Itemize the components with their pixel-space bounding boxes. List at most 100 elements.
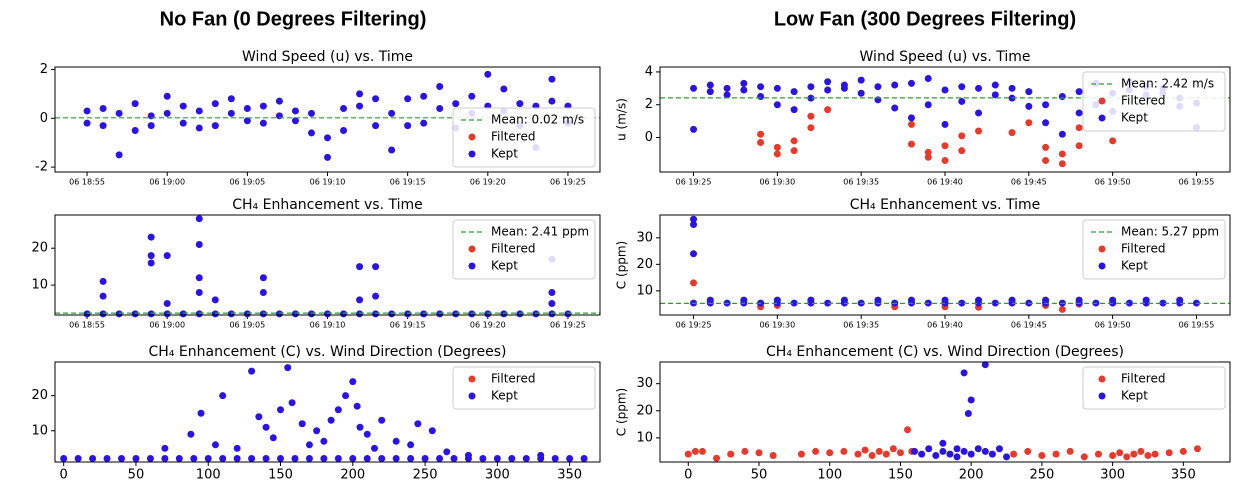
point bbox=[233, 444, 241, 452]
point bbox=[861, 446, 869, 454]
point bbox=[773, 101, 781, 109]
point bbox=[147, 259, 155, 267]
point bbox=[320, 454, 328, 462]
y-tick-label: 20 bbox=[31, 241, 48, 256]
point bbox=[690, 250, 698, 258]
point bbox=[1151, 450, 1159, 458]
point bbox=[1058, 150, 1066, 158]
point bbox=[291, 310, 299, 318]
x-tick-label: 06 18:55 bbox=[69, 178, 105, 187]
point bbox=[840, 84, 848, 92]
point bbox=[868, 451, 876, 459]
x-tick-label: 06 19:15 bbox=[390, 321, 426, 330]
point bbox=[324, 153, 331, 161]
point bbox=[690, 84, 698, 92]
point bbox=[698, 447, 706, 455]
point bbox=[227, 310, 235, 318]
point bbox=[727, 450, 735, 458]
point bbox=[74, 454, 82, 462]
point bbox=[259, 310, 267, 318]
point bbox=[147, 233, 155, 241]
point bbox=[334, 406, 342, 414]
point bbox=[941, 142, 949, 150]
point bbox=[991, 299, 999, 307]
point bbox=[378, 416, 386, 424]
point bbox=[436, 310, 444, 318]
point bbox=[891, 104, 899, 112]
point bbox=[327, 416, 335, 424]
point bbox=[421, 454, 429, 462]
legend-label: Kept bbox=[1121, 111, 1148, 125]
point bbox=[363, 430, 371, 438]
point bbox=[741, 447, 749, 455]
point bbox=[443, 448, 451, 456]
y-tick-label: -2 bbox=[35, 160, 48, 175]
point bbox=[163, 310, 171, 318]
point bbox=[179, 310, 187, 318]
point bbox=[195, 274, 203, 282]
legend-box bbox=[452, 107, 596, 168]
point bbox=[262, 423, 270, 431]
point bbox=[115, 109, 123, 117]
point bbox=[464, 451, 472, 459]
point bbox=[211, 100, 219, 108]
point bbox=[974, 445, 982, 453]
x-tick-label: 06 19:35 bbox=[843, 178, 879, 187]
y-axis-label: C (ppm) bbox=[615, 388, 629, 436]
point bbox=[824, 78, 832, 86]
legend-label: Filtered bbox=[1121, 94, 1165, 108]
y-tick-label: 30 bbox=[636, 230, 653, 245]
point bbox=[904, 426, 912, 434]
legend-marker bbox=[1098, 392, 1106, 400]
x-tick-label: 06 19:50 bbox=[1095, 321, 1131, 330]
legend-label: Filtered bbox=[1121, 242, 1165, 256]
point bbox=[324, 134, 331, 142]
point bbox=[981, 447, 989, 455]
y-tick-label: 0 bbox=[645, 130, 653, 145]
point bbox=[580, 454, 588, 462]
point bbox=[807, 124, 815, 132]
point bbox=[911, 447, 919, 455]
point bbox=[874, 83, 882, 91]
point bbox=[1025, 88, 1033, 96]
point bbox=[975, 84, 983, 92]
point bbox=[259, 119, 267, 127]
legend-label: Mean: 2.41 ppm bbox=[491, 225, 589, 239]
point bbox=[564, 310, 572, 318]
point bbox=[288, 399, 296, 407]
point bbox=[1116, 449, 1124, 457]
point bbox=[932, 451, 940, 459]
legend-marker bbox=[1098, 245, 1106, 253]
point bbox=[404, 310, 412, 318]
point bbox=[407, 454, 415, 462]
point bbox=[99, 122, 107, 130]
point bbox=[991, 81, 999, 89]
point bbox=[975, 109, 983, 117]
point bbox=[773, 84, 781, 92]
x-tick-label: 06 19:00 bbox=[149, 178, 185, 187]
point bbox=[147, 122, 155, 130]
y-tick-label: 20 bbox=[31, 388, 48, 403]
point bbox=[1058, 305, 1066, 313]
point bbox=[211, 310, 219, 318]
point bbox=[378, 454, 386, 462]
point bbox=[889, 445, 897, 453]
x-tick-label: 06 19:50 bbox=[1095, 178, 1131, 187]
point bbox=[115, 151, 123, 159]
point bbox=[690, 221, 698, 229]
point bbox=[548, 97, 556, 105]
point bbox=[740, 86, 748, 94]
point bbox=[960, 369, 968, 377]
point bbox=[204, 454, 212, 462]
point bbox=[757, 93, 765, 101]
frame bbox=[54, 66, 601, 173]
point bbox=[939, 447, 947, 455]
point bbox=[1008, 84, 1016, 92]
x-tick-label: 50 bbox=[751, 468, 768, 483]
point bbox=[1159, 299, 1167, 307]
point bbox=[840, 447, 848, 455]
point bbox=[340, 126, 348, 134]
point bbox=[187, 430, 195, 438]
point bbox=[372, 310, 380, 318]
point bbox=[691, 447, 699, 455]
